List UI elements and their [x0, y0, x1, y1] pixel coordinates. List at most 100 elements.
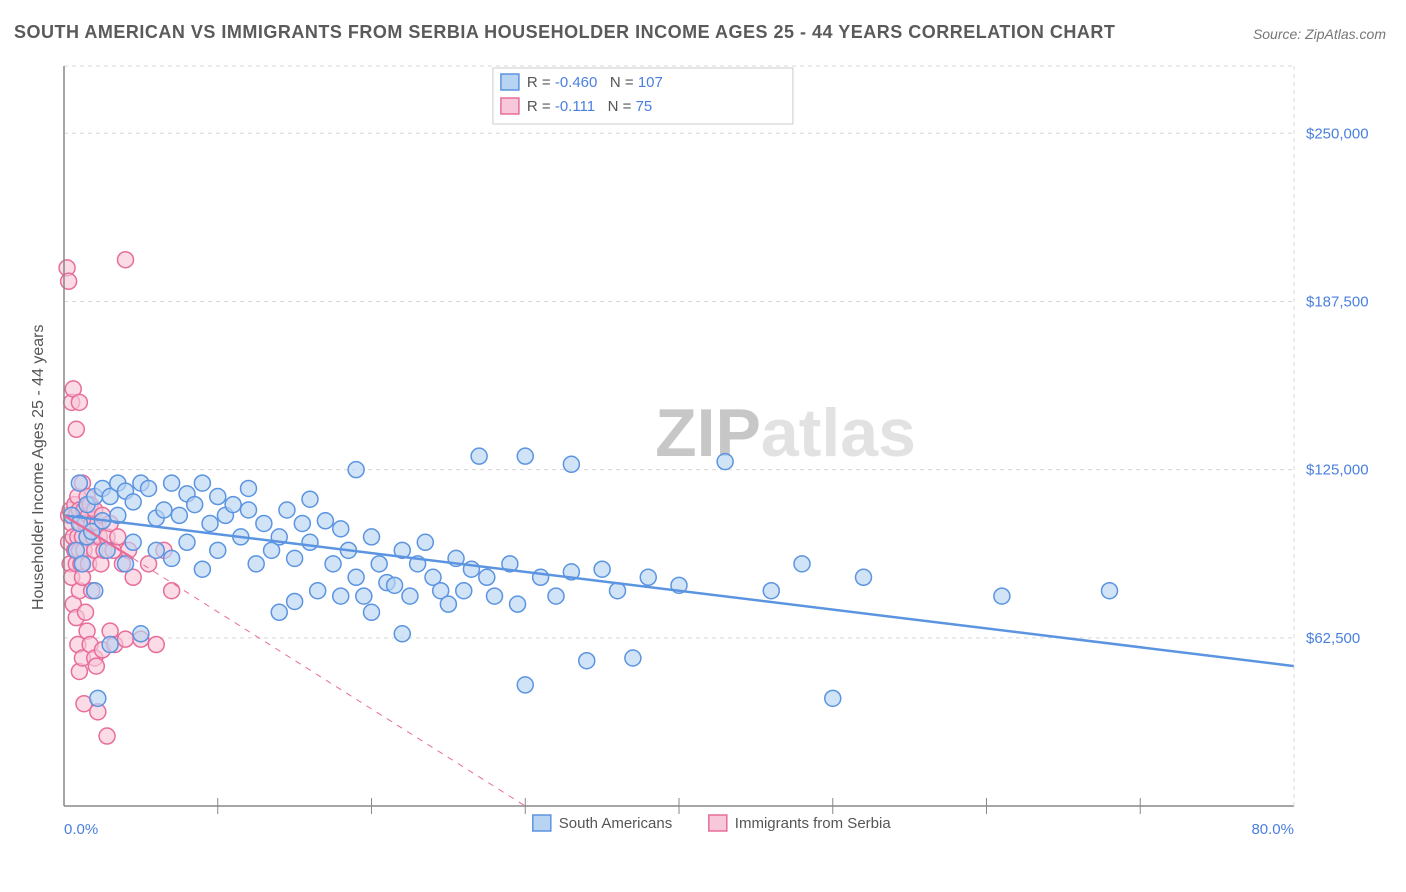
data-point — [61, 273, 77, 289]
data-point — [202, 515, 218, 531]
data-point — [356, 588, 372, 604]
data-point — [187, 497, 203, 513]
data-point — [110, 529, 126, 545]
data-point — [563, 456, 579, 472]
data-point — [148, 637, 164, 653]
legend-swatch — [501, 98, 519, 114]
legend-bottom: South AmericansImmigrants from Serbia — [533, 815, 892, 832]
data-point — [302, 534, 318, 550]
data-point — [179, 534, 195, 550]
y-tick-label: $62,500 — [1306, 630, 1360, 647]
data-point — [364, 529, 380, 545]
y-tick-label: $250,000 — [1306, 125, 1369, 142]
data-point — [194, 475, 210, 491]
data-point — [271, 604, 287, 620]
data-point — [164, 550, 180, 566]
data-point — [994, 588, 1010, 604]
data-point — [387, 577, 403, 593]
data-point — [148, 542, 164, 558]
data-point — [102, 637, 118, 653]
y-tick-label: $125,000 — [1306, 462, 1369, 479]
data-point — [640, 569, 656, 585]
data-point — [71, 475, 87, 491]
x-tick-start: 0.0% — [64, 821, 98, 838]
data-point — [394, 626, 410, 642]
data-point — [348, 569, 364, 585]
data-point — [125, 494, 141, 510]
legend-stats: R = -0.460 N = 107 — [527, 74, 663, 91]
data-point — [417, 534, 433, 550]
data-point — [118, 252, 134, 268]
data-point — [156, 502, 172, 518]
data-point — [287, 593, 303, 609]
legend-top: R = -0.460 N = 107 R = -0.111 N = 75 — [493, 68, 793, 124]
data-point — [78, 604, 94, 620]
data-point — [225, 497, 241, 513]
data-point — [579, 653, 595, 669]
data-point — [625, 650, 641, 666]
data-point — [210, 542, 226, 558]
data-point — [248, 556, 264, 572]
data-point — [471, 448, 487, 464]
legend-swatch — [501, 74, 519, 90]
legend-swatch — [709, 815, 727, 831]
data-point — [317, 513, 333, 529]
data-point — [125, 534, 141, 550]
data-point — [141, 480, 157, 496]
data-point — [825, 690, 841, 706]
data-point — [533, 569, 549, 585]
data-point — [371, 556, 387, 572]
data-point — [717, 454, 733, 470]
y-tick-label: $187,500 — [1306, 293, 1369, 310]
data-point — [133, 626, 149, 642]
legend-swatch — [533, 815, 551, 831]
data-point — [348, 462, 364, 478]
data-point — [510, 596, 526, 612]
data-point — [594, 561, 610, 577]
data-point — [548, 588, 564, 604]
data-point — [118, 631, 134, 647]
data-point — [456, 583, 472, 599]
data-point — [241, 502, 257, 518]
legend-stats: R = -0.111 N = 75 — [527, 98, 652, 115]
data-point — [333, 521, 349, 537]
data-point — [302, 491, 318, 507]
data-point — [517, 677, 533, 693]
data-point — [479, 569, 495, 585]
source-attribution: Source: ZipAtlas.com — [1253, 26, 1386, 42]
data-point — [241, 480, 257, 496]
data-point — [87, 583, 103, 599]
data-point — [517, 448, 533, 464]
data-point — [294, 515, 310, 531]
data-point — [68, 421, 84, 437]
data-point — [99, 728, 115, 744]
data-point — [287, 550, 303, 566]
data-point — [71, 394, 87, 410]
data-point — [164, 583, 180, 599]
y-axis-label: Householder Income Ages 25 - 44 years — [30, 325, 48, 611]
legend-label: South Americans — [559, 815, 672, 832]
data-point — [440, 596, 456, 612]
data-point — [171, 507, 187, 523]
data-point — [364, 604, 380, 620]
watermark: ZIPatlas — [655, 395, 916, 471]
data-point — [333, 588, 349, 604]
data-point — [256, 515, 272, 531]
data-point — [325, 556, 341, 572]
data-point — [310, 583, 326, 599]
chart-title: SOUTH AMERICAN VS IMMIGRANTS FROM SERBIA… — [14, 22, 1115, 43]
x-tick-end: 80.0% — [1251, 821, 1294, 838]
data-point — [794, 556, 810, 572]
data-point — [763, 583, 779, 599]
data-point — [487, 588, 503, 604]
data-point — [194, 561, 210, 577]
data-point — [210, 489, 226, 505]
chart-container: SOUTH AMERICAN VS IMMIGRANTS FROM SERBIA… — [0, 0, 1406, 892]
data-point — [88, 658, 104, 674]
data-point — [74, 556, 90, 572]
data-point — [1102, 583, 1118, 599]
data-point — [90, 690, 106, 706]
data-point — [279, 502, 295, 518]
data-point — [164, 475, 180, 491]
data-point — [402, 588, 418, 604]
